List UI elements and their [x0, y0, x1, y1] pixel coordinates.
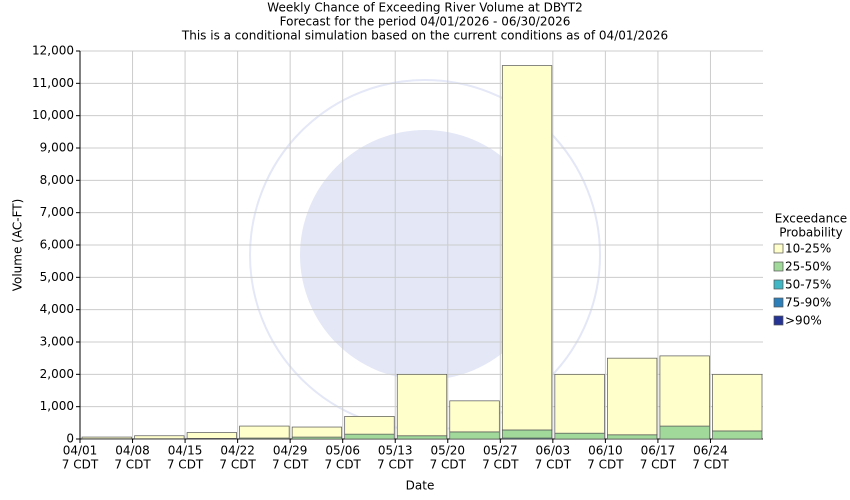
bar-segment — [344, 416, 395, 435]
bar-segment — [134, 435, 185, 440]
bar-segment — [396, 435, 448, 440]
x-tick-label: 7 CDT — [535, 458, 572, 472]
x-tick-label: 05/13 — [378, 444, 413, 458]
x-tick-label: 06/03 — [536, 444, 571, 458]
x-tick-label: 06/10 — [588, 444, 623, 458]
y-tick-label: 2,000 — [40, 367, 74, 381]
bar-segment — [607, 357, 658, 436]
x-tick-label: 7 CDT — [324, 458, 361, 472]
legend-title: Exceedance — [775, 212, 847, 226]
bar-segment — [239, 425, 290, 439]
legend-swatch — [773, 297, 784, 308]
legend-label: 75-90% — [785, 296, 831, 310]
bar-segment — [554, 373, 605, 434]
legend-title: Probability — [779, 226, 842, 240]
bar-segment — [449, 431, 500, 440]
x-tick-label: 7 CDT — [587, 458, 624, 472]
x-tick-label: 7 CDT — [219, 458, 256, 472]
x-tick-label: 06/24 — [693, 444, 728, 458]
x-tick-label: 7 CDT — [482, 458, 519, 472]
y-tick-label: 6,000 — [40, 238, 74, 252]
x-tick-label: 7 CDT — [62, 458, 99, 472]
legend-label: 50-75% — [785, 278, 831, 292]
bar-segment — [501, 65, 553, 431]
x-tick-label: 05/06 — [325, 444, 360, 458]
bar-segment — [186, 432, 237, 439]
y-tick-label: 9,000 — [40, 141, 74, 155]
bar-segment — [449, 400, 500, 433]
y-tick-label: 12,000 — [32, 44, 74, 58]
x-tick-label: 05/20 — [430, 444, 465, 458]
y-tick-label: 4,000 — [40, 302, 74, 316]
x-tick-label: 7 CDT — [272, 458, 309, 472]
bar-segment — [659, 425, 710, 440]
x-tick-label: 7 CDT — [640, 458, 677, 472]
legend-swatch — [773, 243, 784, 254]
bar-segment — [712, 430, 763, 440]
chart-subtitle: Forecast for the period 04/01/2026 - 06/… — [280, 15, 571, 29]
x-tick-label: 04/22 — [220, 444, 255, 458]
x-tick-label: 7 CDT — [377, 458, 414, 472]
x-tick-label: 04/15 — [168, 444, 203, 458]
x-tick-label: 06/17 — [641, 444, 676, 458]
bar-segment — [291, 426, 343, 438]
y-tick-label: 8,000 — [40, 173, 74, 187]
x-axis-label: Date — [406, 479, 435, 493]
bar-segment — [554, 432, 605, 440]
x-tick-label: 7 CDT — [167, 458, 204, 472]
y-axis-label: Volume (AC-FT) — [11, 199, 25, 292]
legend-swatch — [773, 279, 784, 290]
chart-note: This is a conditional simulation based o… — [181, 29, 668, 43]
y-tick-label: 3,000 — [40, 335, 74, 349]
y-tick-label: 10,000 — [32, 108, 74, 122]
chart-title: Weekly Chance of Exceeding River Volume … — [267, 1, 582, 15]
x-tick-label: 05/27 — [483, 444, 518, 458]
x-tick-label: 7 CDT — [430, 458, 467, 472]
y-tick-label: 5,000 — [40, 270, 74, 284]
legend-swatch — [773, 315, 784, 326]
y-tick-label: 0 — [66, 432, 74, 446]
bar-segment — [659, 355, 710, 427]
bar-segment — [501, 429, 553, 439]
y-tick-label: 11,000 — [32, 76, 74, 90]
legend-label: 10-25% — [785, 242, 831, 256]
legend-label: 25-50% — [785, 260, 831, 274]
bar-segment — [712, 373, 763, 432]
x-tick-label: 04/08 — [115, 444, 150, 458]
x-tick-label: 7 CDT — [692, 458, 729, 472]
x-tick-label: 04/01 — [63, 444, 98, 458]
bar-segment — [344, 433, 395, 440]
y-tick-label: 1,000 — [40, 399, 74, 413]
x-tick-label: 7 CDT — [114, 458, 151, 472]
legend-swatch — [773, 261, 784, 272]
legend-label: >90% — [785, 314, 822, 328]
bar-segment — [607, 434, 658, 440]
bar-segment — [81, 436, 132, 440]
y-tick-label: 7,000 — [40, 205, 74, 219]
bar-segment — [396, 373, 448, 437]
x-tick-label: 04/29 — [273, 444, 308, 458]
